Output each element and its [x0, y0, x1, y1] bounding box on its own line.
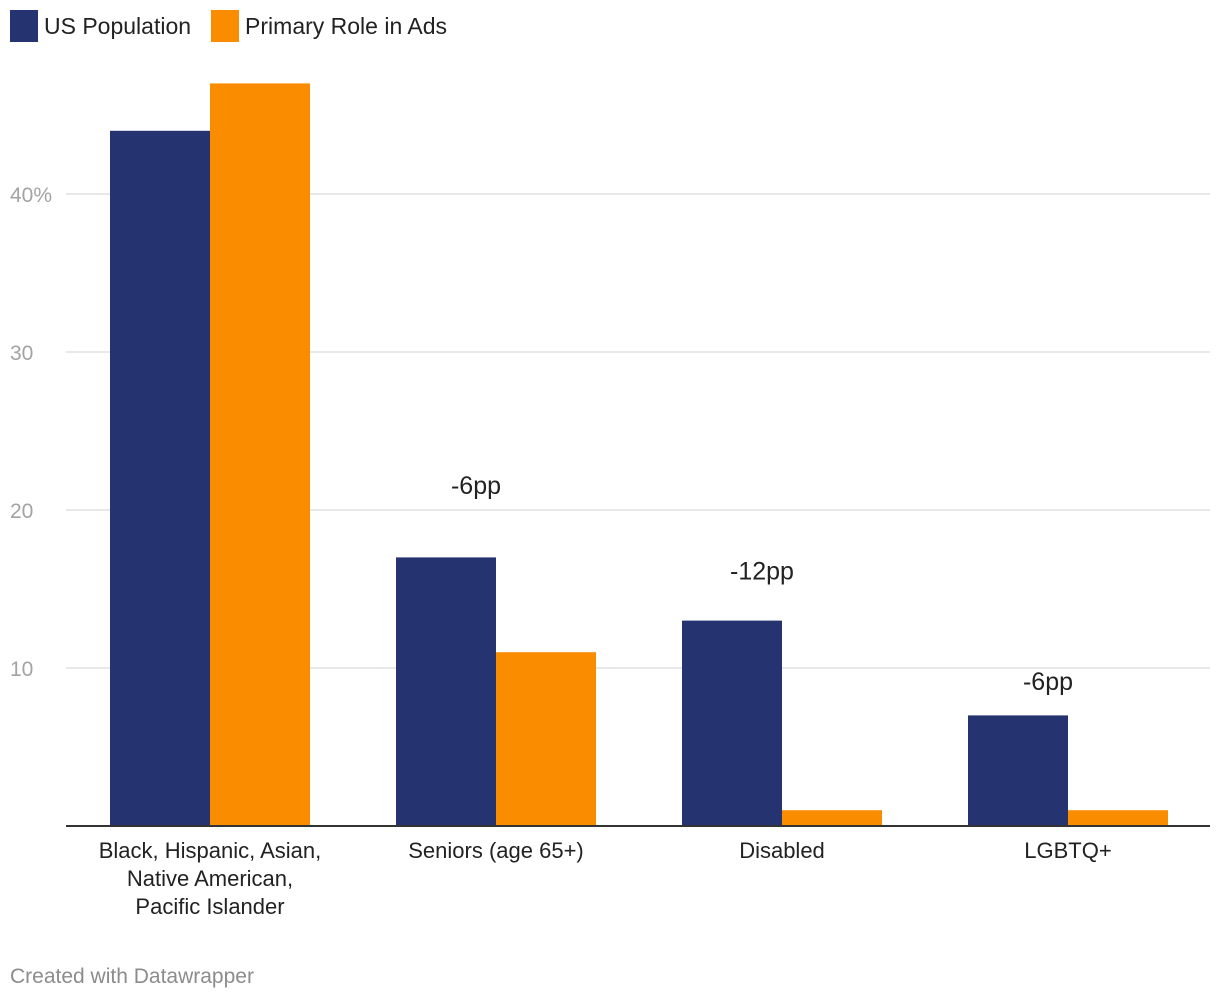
footer-credit: Created with Datawrapper — [10, 965, 254, 988]
annotation-1: -12pp — [730, 558, 794, 586]
legend-swatch-us-population — [10, 10, 38, 42]
legend-item-primary-role: Primary Role in Ads — [211, 10, 447, 42]
x-tick-label-1-0: Seniors (age 65+) — [408, 838, 584, 863]
x-tick-label-2-0: Disabled — [739, 838, 825, 863]
y-tick-label-10: 10 — [10, 658, 33, 681]
y-tick-label-30: 30 — [10, 342, 33, 365]
bars — [110, 83, 1168, 827]
annotation-0: -6pp — [451, 472, 501, 500]
bar-primary-role-0 — [210, 83, 310, 826]
legend-label-primary-role: Primary Role in Ads — [245, 13, 448, 39]
labels: 10 20 30 40% Black, Hispanic, Asian, Native A… — [10, 184, 1112, 919]
x-tick-label-0-0: Black, Hispanic, Asian, — [99, 838, 322, 863]
x-tick-label-0-2: Pacific Islander — [135, 894, 284, 919]
bar-us-population-2 — [682, 620, 782, 826]
bar-us-population-0 — [110, 130, 210, 827]
x-tick-label-3-0: LGBTQ+ — [1024, 838, 1111, 863]
legend-label-us-population: US Population — [44, 13, 192, 39]
bar-primary-role-2 — [782, 810, 882, 826]
x-tick-label-0-1: Native American, — [127, 866, 293, 891]
bar-us-population-3 — [968, 715, 1068, 826]
legend-item-us-population: US Population — [10, 10, 191, 42]
bar-primary-role-1 — [496, 652, 596, 826]
annotation-2: -6pp — [1023, 668, 1073, 696]
bar-us-population-1 — [396, 557, 496, 826]
legend-swatch-primary-role — [211, 10, 240, 42]
bar-primary-role-3 — [1068, 810, 1168, 826]
y-tick-label-20: 20 — [10, 500, 33, 523]
y-tick-label-40: 40% — [10, 184, 52, 207]
legend: US Population Primary Role in Ads — [10, 10, 467, 42]
